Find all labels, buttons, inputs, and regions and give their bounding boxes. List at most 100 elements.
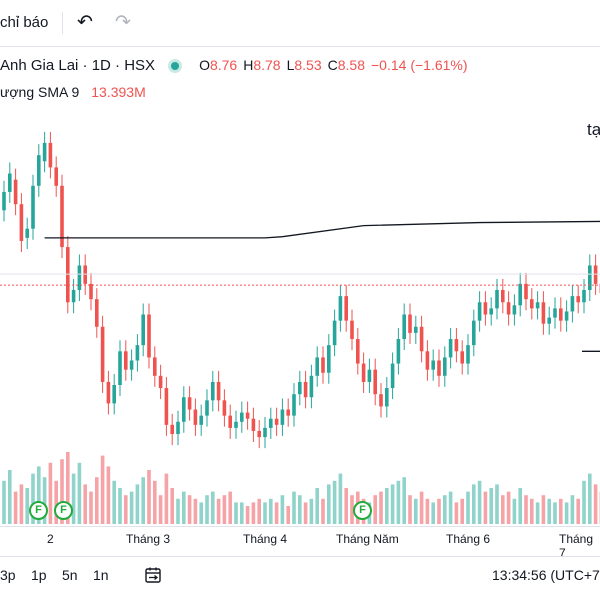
candle-body xyxy=(72,290,76,302)
volume-bar xyxy=(14,492,18,524)
candle-body xyxy=(368,370,372,382)
candle-body xyxy=(356,339,360,364)
candle-body xyxy=(495,290,499,308)
low-value: 8.53 xyxy=(294,57,321,73)
volume-bar xyxy=(304,502,308,524)
volume-bar xyxy=(89,492,93,524)
volume-bar xyxy=(333,481,337,524)
volume-bar xyxy=(25,488,29,524)
price-chart[interactable] xyxy=(0,100,600,526)
candle-body xyxy=(118,351,122,385)
clock-timezone[interactable]: 13:34:56 (UTC+7 xyxy=(492,567,600,583)
candle-body xyxy=(559,308,563,320)
volume-bar xyxy=(246,506,250,524)
event-badge-icon[interactable]: F xyxy=(29,501,48,520)
candle-body xyxy=(362,364,366,382)
candle-body xyxy=(37,155,41,186)
candle-body xyxy=(420,327,424,352)
volume-bar xyxy=(118,488,122,524)
time-axis[interactable]: 2 Tháng 3 Tháng 4 Tháng Năm Tháng 6 Thán… xyxy=(0,526,600,551)
time-axis-label: 2 xyxy=(47,532,54,546)
symbol-name[interactable]: Anh Gia Lai · 1D · HSX xyxy=(0,57,155,74)
candle-body xyxy=(524,284,528,299)
volume-bar xyxy=(582,481,586,524)
candle-body xyxy=(414,327,418,333)
volume-bar xyxy=(530,499,534,524)
candle-body xyxy=(455,339,459,351)
candle-body xyxy=(8,174,12,192)
candle-body xyxy=(165,388,169,425)
volume-bar xyxy=(536,502,540,524)
timeframe-3p-button[interactable]: 3p xyxy=(0,567,16,583)
time-axis-label: Tháng Năm xyxy=(336,532,399,546)
volume-legend: ượng SMA 9 13.393M xyxy=(0,84,146,100)
event-badge-icon[interactable]: F xyxy=(353,501,372,520)
open-label: O xyxy=(199,57,210,73)
candle-body xyxy=(437,360,441,375)
volume-bar xyxy=(524,495,528,524)
volume-bar xyxy=(72,474,76,524)
volume-bar xyxy=(518,488,522,524)
candle-body xyxy=(20,204,24,241)
close-label: C xyxy=(328,57,338,73)
candle-body xyxy=(269,419,273,428)
undo-icon[interactable]: ↶ xyxy=(72,11,98,35)
candle-body xyxy=(547,318,551,324)
candle-body xyxy=(223,400,227,415)
candle-body xyxy=(576,296,580,302)
candle-body xyxy=(217,382,221,400)
volume-bar xyxy=(495,484,499,524)
volume-bar xyxy=(217,499,221,524)
timeframe-5n-button[interactable]: 5n xyxy=(62,567,78,583)
volume-bar xyxy=(315,488,319,524)
volume-value: 13.393M xyxy=(91,84,145,100)
volume-bar xyxy=(8,470,12,524)
volume-bar xyxy=(310,499,314,524)
volume-bar xyxy=(124,495,128,524)
candle-body xyxy=(588,265,592,290)
timeframe-1p-button[interactable]: 1p xyxy=(31,567,47,583)
time-axis-label: Tháng 3 xyxy=(126,532,170,546)
candle-body xyxy=(124,351,128,369)
candle-body xyxy=(2,192,6,210)
event-badge-icon[interactable]: F xyxy=(54,501,73,520)
candle-body xyxy=(54,167,58,185)
volume-bar xyxy=(298,495,302,524)
volume-bar xyxy=(234,502,238,524)
candle-body xyxy=(327,345,331,373)
candle-body xyxy=(240,413,244,422)
top-toolbar: chỉ báo ↶ ↷ xyxy=(0,0,600,47)
volume-bar xyxy=(565,502,569,524)
volume-bar xyxy=(391,484,395,524)
calendar-range-icon[interactable] xyxy=(144,566,162,584)
candle-body xyxy=(460,351,464,363)
volume-bar xyxy=(437,499,441,524)
volume-bar xyxy=(344,488,348,524)
timeframe-1n-button[interactable]: 1n xyxy=(93,567,109,583)
candle-body xyxy=(176,422,180,434)
volume-bars xyxy=(2,452,600,524)
candlesticks xyxy=(2,132,600,448)
volume-bar xyxy=(170,488,174,524)
candle-body xyxy=(472,321,476,346)
high-value: 8.78 xyxy=(253,57,280,73)
close-value: 8.58 xyxy=(338,57,365,73)
redo-icon[interactable]: ↷ xyxy=(110,11,136,35)
volume-bar xyxy=(101,456,105,524)
candle-body xyxy=(402,315,406,340)
volume-bar xyxy=(466,492,470,524)
volume-label[interactable]: ượng SMA 9 xyxy=(0,84,79,100)
volume-bar xyxy=(547,499,551,524)
candle-body xyxy=(141,315,145,346)
indicators-button-label[interactable]: chỉ báo xyxy=(0,14,48,31)
volume-bar xyxy=(153,481,157,524)
candle-body xyxy=(153,357,157,375)
candle-body xyxy=(199,416,203,425)
volume-bar xyxy=(478,481,482,524)
volume-bar xyxy=(576,499,580,524)
volume-bar xyxy=(420,492,424,524)
volume-bar xyxy=(78,463,82,524)
candle-body xyxy=(292,394,296,415)
volume-bar xyxy=(130,492,134,524)
